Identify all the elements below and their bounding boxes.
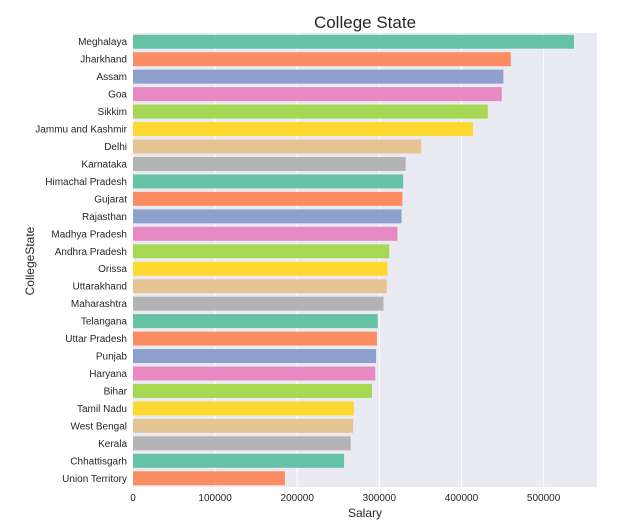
y-tick-label: Rajasthan [82, 212, 127, 223]
chart-title: College State [314, 13, 416, 32]
y-tick-label: West Bengal [70, 421, 127, 432]
bars [133, 34, 575, 486]
y-tick-label: Maharashtra [71, 299, 128, 310]
y-tick-label: Uttarakhand [73, 282, 127, 293]
y-tick-label: Union Territory [62, 474, 127, 485]
y-axis-label: CollegeState [23, 226, 37, 295]
y-tick-label: Gujarat [94, 194, 127, 205]
bar [133, 52, 511, 67]
bar [133, 139, 422, 154]
y-tick-label: Telangana [81, 317, 128, 328]
y-tick-label: Punjab [96, 352, 128, 363]
y-tick-label: Goa [108, 90, 127, 101]
y-tick-label: Madhya Pradesh [51, 229, 127, 240]
y-tick-label: Uttar Pradesh [65, 334, 127, 345]
x-tick-label: 400000 [445, 493, 479, 504]
bar [133, 191, 403, 206]
x-tick-label: 0 [130, 493, 136, 504]
bar [133, 156, 406, 171]
y-tick-label: Kerala [98, 439, 127, 450]
y-tick-label: Andhra Pradesh [55, 247, 127, 258]
y-tick-label: Jammu and Kashmir [35, 125, 127, 136]
bar [133, 261, 388, 276]
bar [133, 331, 377, 346]
y-tick-label: Meghalaya [78, 37, 127, 48]
x-tick-label: 500000 [527, 493, 561, 504]
bar [133, 471, 285, 486]
y-tick-label: Haryana [89, 369, 127, 380]
bar [133, 349, 377, 364]
bar [133, 104, 488, 119]
bar [133, 366, 376, 381]
y-tick-label: Assam [96, 72, 127, 83]
bar [133, 122, 473, 137]
y-tick-label: Jharkhand [80, 55, 127, 66]
bar [133, 383, 372, 398]
y-tick-label: Orissa [98, 264, 127, 275]
y-tick-label: Sikkim [98, 107, 127, 118]
bar [133, 453, 345, 468]
bar [133, 279, 387, 294]
bar [133, 34, 575, 49]
y-tick-label: Tamil Nadu [77, 404, 127, 415]
y-tick-label: Himachal Pradesh [45, 177, 127, 188]
bar [133, 401, 354, 416]
y-tick-label: Delhi [104, 142, 127, 153]
x-tick-labels: 0 100000 200000 300000 400000 500000 [130, 493, 561, 504]
y-tick-label: Chhattisgarh [70, 456, 127, 467]
bar [133, 174, 404, 189]
bar [133, 418, 354, 433]
bar [133, 226, 398, 241]
x-tick-label: 200000 [281, 493, 315, 504]
bar [133, 244, 390, 259]
x-tick-label: 300000 [363, 493, 397, 504]
bar [133, 87, 502, 102]
x-axis-label: Salary [348, 506, 382, 520]
bar [133, 69, 504, 84]
y-tick-label: Karnataka [81, 159, 127, 170]
bar [133, 314, 378, 329]
y-tick-labels: Meghalaya Jharkhand Assam Goa Sikkim Jammu an… [35, 37, 127, 485]
y-tick-label: Bihar [104, 386, 128, 397]
bar [133, 436, 351, 451]
bar [133, 209, 402, 224]
bar [133, 296, 384, 311]
x-tick-label: 100000 [198, 493, 232, 504]
